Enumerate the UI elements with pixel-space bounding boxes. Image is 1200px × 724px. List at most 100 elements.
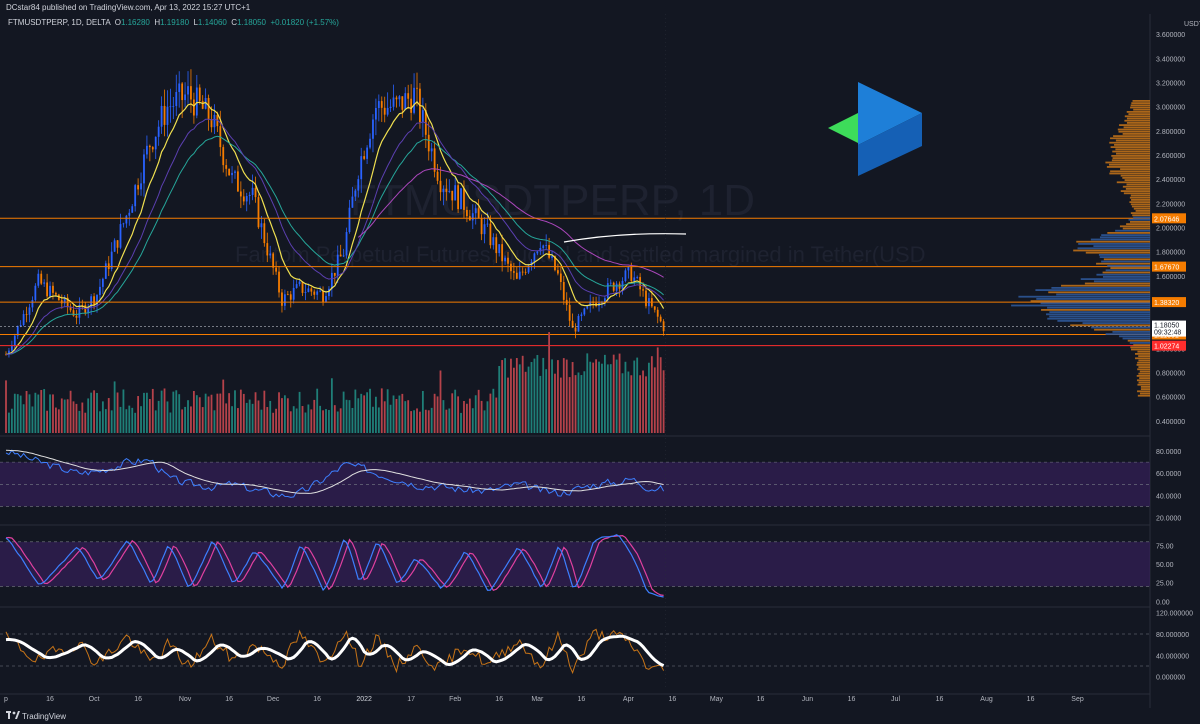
volume-bar bbox=[433, 393, 436, 433]
volume-bar bbox=[618, 353, 621, 433]
volume-profile-bar bbox=[1137, 383, 1150, 386]
volume-profile-bar bbox=[1120, 168, 1150, 170]
candle-body bbox=[466, 209, 468, 217]
candle-body bbox=[636, 277, 639, 278]
candle-body bbox=[504, 257, 506, 262]
volume-bar bbox=[501, 360, 504, 433]
price-unit-label: USDT bbox=[1184, 21, 1200, 28]
volume-profile-bar bbox=[1119, 124, 1150, 126]
volume-bar bbox=[460, 412, 462, 433]
candle-body bbox=[330, 272, 333, 289]
candle-body bbox=[207, 97, 210, 120]
volume-bar bbox=[642, 370, 644, 433]
volume-profile-bar bbox=[1098, 254, 1150, 256]
volume-profile-bar bbox=[1018, 295, 1150, 298]
candle-body bbox=[486, 223, 489, 225]
x-tick-2: Oct bbox=[89, 696, 100, 703]
candle-body bbox=[656, 309, 659, 317]
candle-body bbox=[87, 307, 90, 313]
volume-profile-bar bbox=[1073, 249, 1150, 252]
volume-bar bbox=[75, 403, 78, 433]
volume-bar bbox=[22, 404, 25, 433]
candle-body bbox=[46, 282, 49, 297]
candle-body bbox=[339, 254, 342, 257]
x-tick-15: 16 bbox=[669, 696, 677, 703]
candle-body bbox=[515, 272, 518, 279]
candle-body bbox=[457, 185, 460, 210]
logo-shape-top bbox=[858, 82, 922, 145]
volume-bar bbox=[601, 363, 603, 433]
candle-body bbox=[43, 282, 46, 284]
volume-bar bbox=[504, 358, 506, 433]
volume-bar bbox=[612, 354, 615, 433]
candle-body bbox=[40, 273, 43, 284]
volume-bar bbox=[648, 362, 650, 433]
volume-bar bbox=[348, 400, 351, 433]
volume-profile-bar bbox=[1111, 155, 1150, 157]
volume-bar bbox=[571, 362, 574, 433]
candle-body bbox=[507, 257, 509, 264]
candle-body bbox=[254, 187, 257, 198]
volume-bar bbox=[548, 332, 551, 433]
volume-bar bbox=[134, 412, 137, 433]
candle-body bbox=[518, 271, 521, 279]
candle-body bbox=[571, 320, 574, 328]
volume-bar bbox=[328, 410, 330, 433]
volume-bar bbox=[66, 399, 69, 433]
candle-body bbox=[333, 272, 336, 276]
volume-profile-bar bbox=[1127, 339, 1150, 342]
volume-bar bbox=[333, 405, 336, 433]
volume-bar bbox=[187, 400, 189, 433]
x-tick-22: Aug bbox=[980, 696, 993, 703]
volume-bar bbox=[207, 396, 210, 433]
stoch-rsi-tick-2: 50.00 bbox=[1156, 562, 1174, 569]
oscillator-tick-1: 40.000000 bbox=[1156, 653, 1189, 660]
candle-body bbox=[187, 86, 189, 95]
candle-body bbox=[10, 346, 13, 351]
volume-bar bbox=[650, 356, 653, 433]
x-tick-11: 16 bbox=[495, 696, 503, 703]
volume-bar bbox=[386, 389, 389, 433]
oscillator-line-0 bbox=[5, 628, 665, 675]
level-label-1: 1.67670 bbox=[1154, 265, 1179, 272]
volume-profile-bar bbox=[1082, 322, 1150, 324]
volume-bar bbox=[559, 377, 562, 433]
volume-profile-bar bbox=[1077, 247, 1150, 250]
volume-profile-bar bbox=[1126, 117, 1150, 120]
candle-body bbox=[363, 156, 366, 159]
candle-body bbox=[454, 185, 457, 201]
high-value: 1.19180 bbox=[160, 18, 190, 27]
volume-bar bbox=[551, 359, 553, 433]
candle-body bbox=[231, 172, 233, 176]
volume-profile-bar bbox=[1030, 300, 1150, 302]
ohlc-legend: FTMUSDTPERP, 1D, DELTA O1.16280 H1.19180… bbox=[8, 18, 339, 27]
rsi-tick-3: 80.0000 bbox=[1156, 449, 1181, 456]
volume-bar bbox=[510, 358, 512, 433]
volume-profile-bar bbox=[1047, 306, 1150, 309]
x-tick-17: 16 bbox=[757, 696, 765, 703]
volume-profile-bar bbox=[1126, 111, 1150, 113]
volume-profile-bar bbox=[1129, 342, 1150, 344]
volume-bar bbox=[330, 378, 333, 433]
volume-bar bbox=[81, 402, 84, 433]
candle-body bbox=[204, 97, 207, 109]
volume-bar bbox=[210, 394, 213, 433]
candle-body bbox=[357, 179, 360, 191]
candle-body bbox=[577, 315, 580, 332]
volume-bar bbox=[562, 358, 565, 433]
volume-bar bbox=[595, 359, 597, 433]
volume-bar bbox=[166, 401, 169, 433]
oscillator-line-1 bbox=[5, 634, 665, 667]
volume-bar bbox=[219, 393, 222, 433]
candle-body bbox=[119, 224, 122, 248]
candle-body bbox=[559, 273, 562, 283]
candle-body bbox=[404, 93, 407, 110]
volume-bar bbox=[160, 390, 163, 433]
candle-body bbox=[178, 83, 181, 92]
volume-bar bbox=[342, 391, 345, 433]
volume-profile-bar bbox=[1132, 214, 1150, 217]
volume-profile-bar bbox=[1139, 370, 1150, 373]
candle-body bbox=[336, 254, 339, 276]
volume-bar bbox=[107, 398, 110, 433]
